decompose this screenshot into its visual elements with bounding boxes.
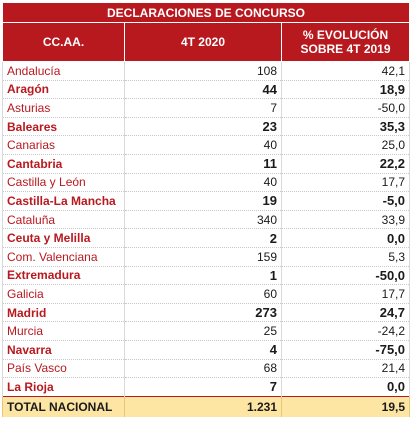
value-cell: 2: [124, 228, 282, 248]
table-header-row: CC.AA. 4T 2020 % EVOLUCIÓN SOBRE 4T 2019: [2, 22, 411, 62]
evolution-cell: -24,2: [280, 321, 411, 341]
column-header-region: CC.AA.: [2, 22, 125, 62]
evolution-cell: 42,1: [280, 61, 411, 81]
region-cell: Com. Valenciana: [2, 247, 125, 267]
table-row: Ceuta y Melilla 2 0,0: [2, 228, 411, 248]
region-cell: Ceuta y Melilla: [2, 228, 125, 248]
table-row: País Vasco 68 21,4: [2, 359, 411, 379]
region-cell: Asturias: [2, 98, 125, 118]
table-row: Castilla-La Mancha 19 -5,0: [2, 191, 411, 211]
total-row: TOTAL NACIONAL 1.231 19,5: [2, 395, 411, 417]
evolution-cell: -50,0: [280, 98, 411, 118]
value-cell: 159: [124, 247, 282, 267]
table-row: Murcia 25 -24,2: [2, 321, 411, 341]
table-title: DECLARACIONES DE CONCURSO: [1, 2, 411, 23]
region-cell: Cantabria: [2, 154, 125, 174]
total-value: 1.231: [124, 395, 282, 417]
table-row: Extremadura 1 -50,0: [2, 266, 411, 286]
table-row: Canarias 40 25,0: [2, 135, 411, 155]
value-cell: 68: [124, 359, 282, 379]
total-evolution: 19,5: [280, 395, 411, 417]
column-header-value: 4T 2020: [124, 22, 282, 62]
table-row: Galicia 60 17,7: [2, 284, 411, 304]
evolution-cell: 17,7: [280, 284, 411, 304]
evolution-cell: -75,0: [280, 340, 411, 360]
concurso-table: DECLARACIONES DE CONCURSO CC.AA. 4T 2020…: [1, 2, 411, 417]
evolution-cell: 0,0: [280, 228, 411, 248]
evolution-cell: 35,3: [280, 117, 411, 137]
value-cell: 40: [124, 173, 282, 193]
value-cell: 4: [124, 340, 282, 360]
region-cell: Castilla-La Mancha: [2, 191, 125, 211]
evolution-cell: 18,9: [280, 80, 411, 100]
table-row: Madrid 273 24,7: [2, 303, 411, 323]
evolution-cell: 17,7: [280, 173, 411, 193]
table-row: La Rioja 7 0,0: [2, 377, 411, 397]
value-cell: 19: [124, 191, 282, 211]
table-row: Navarra 4 -75,0: [2, 340, 411, 360]
evolution-cell: 25,0: [280, 135, 411, 155]
evolution-cell: -5,0: [280, 191, 411, 211]
region-cell: Cataluña: [2, 210, 125, 230]
region-cell: Castilla y León: [2, 173, 125, 193]
value-cell: 340: [124, 210, 282, 230]
evolution-cell: 33,9: [280, 210, 411, 230]
region-cell: Baleares: [2, 117, 125, 137]
value-cell: 44: [124, 80, 282, 100]
evolution-cell: -50,0: [280, 266, 411, 286]
table-row: Asturias 7 -50,0: [2, 98, 411, 118]
region-cell: Andalucía: [2, 61, 125, 81]
table-row: Andalucía 108 42,1: [2, 61, 411, 81]
total-label: TOTAL NACIONAL: [2, 395, 125, 417]
table-row: Cataluña 340 33,9: [2, 210, 411, 230]
region-cell: Galicia: [2, 284, 125, 304]
value-cell: 273: [124, 303, 282, 323]
table-row: Cantabria 11 22,2: [2, 154, 411, 174]
value-cell: 25: [124, 321, 282, 341]
value-cell: 60: [124, 284, 282, 304]
region-cell: Extremadura: [2, 266, 125, 286]
region-cell: Navarra: [2, 340, 125, 360]
region-cell: La Rioja: [2, 377, 125, 397]
value-cell: 1: [124, 266, 282, 286]
value-cell: 7: [124, 377, 282, 397]
value-cell: 7: [124, 98, 282, 118]
table-row: Aragón 44 18,9: [2, 80, 411, 100]
region-cell: Madrid: [2, 303, 125, 323]
table-row: Com. Valenciana 159 5,3: [2, 247, 411, 267]
value-cell: 23: [124, 117, 282, 137]
region-cell: Aragón: [2, 80, 125, 100]
evolution-cell: 24,7: [280, 303, 411, 323]
table-row: Baleares 23 35,3: [2, 117, 411, 137]
value-cell: 108: [124, 61, 282, 81]
evolution-cell: 21,4: [280, 359, 411, 379]
table-row: Castilla y León 40 17,7: [2, 173, 411, 193]
column-header-evolution: % EVOLUCIÓN SOBRE 4T 2019: [280, 22, 411, 62]
evolution-cell: 22,2: [280, 154, 411, 174]
region-cell: País Vasco: [2, 359, 125, 379]
region-cell: Murcia: [2, 321, 125, 341]
evolution-cell: 5,3: [280, 247, 411, 267]
evolution-cell: 0,0: [280, 377, 411, 397]
concurso-table-container: DECLARACIONES DE CONCURSO CC.AA. 4T 2020…: [1, 2, 411, 417]
value-cell: 11: [124, 154, 282, 174]
region-cell: Canarias: [2, 135, 125, 155]
table-title-row: DECLARACIONES DE CONCURSO: [1, 2, 411, 23]
value-cell: 40: [124, 135, 282, 155]
